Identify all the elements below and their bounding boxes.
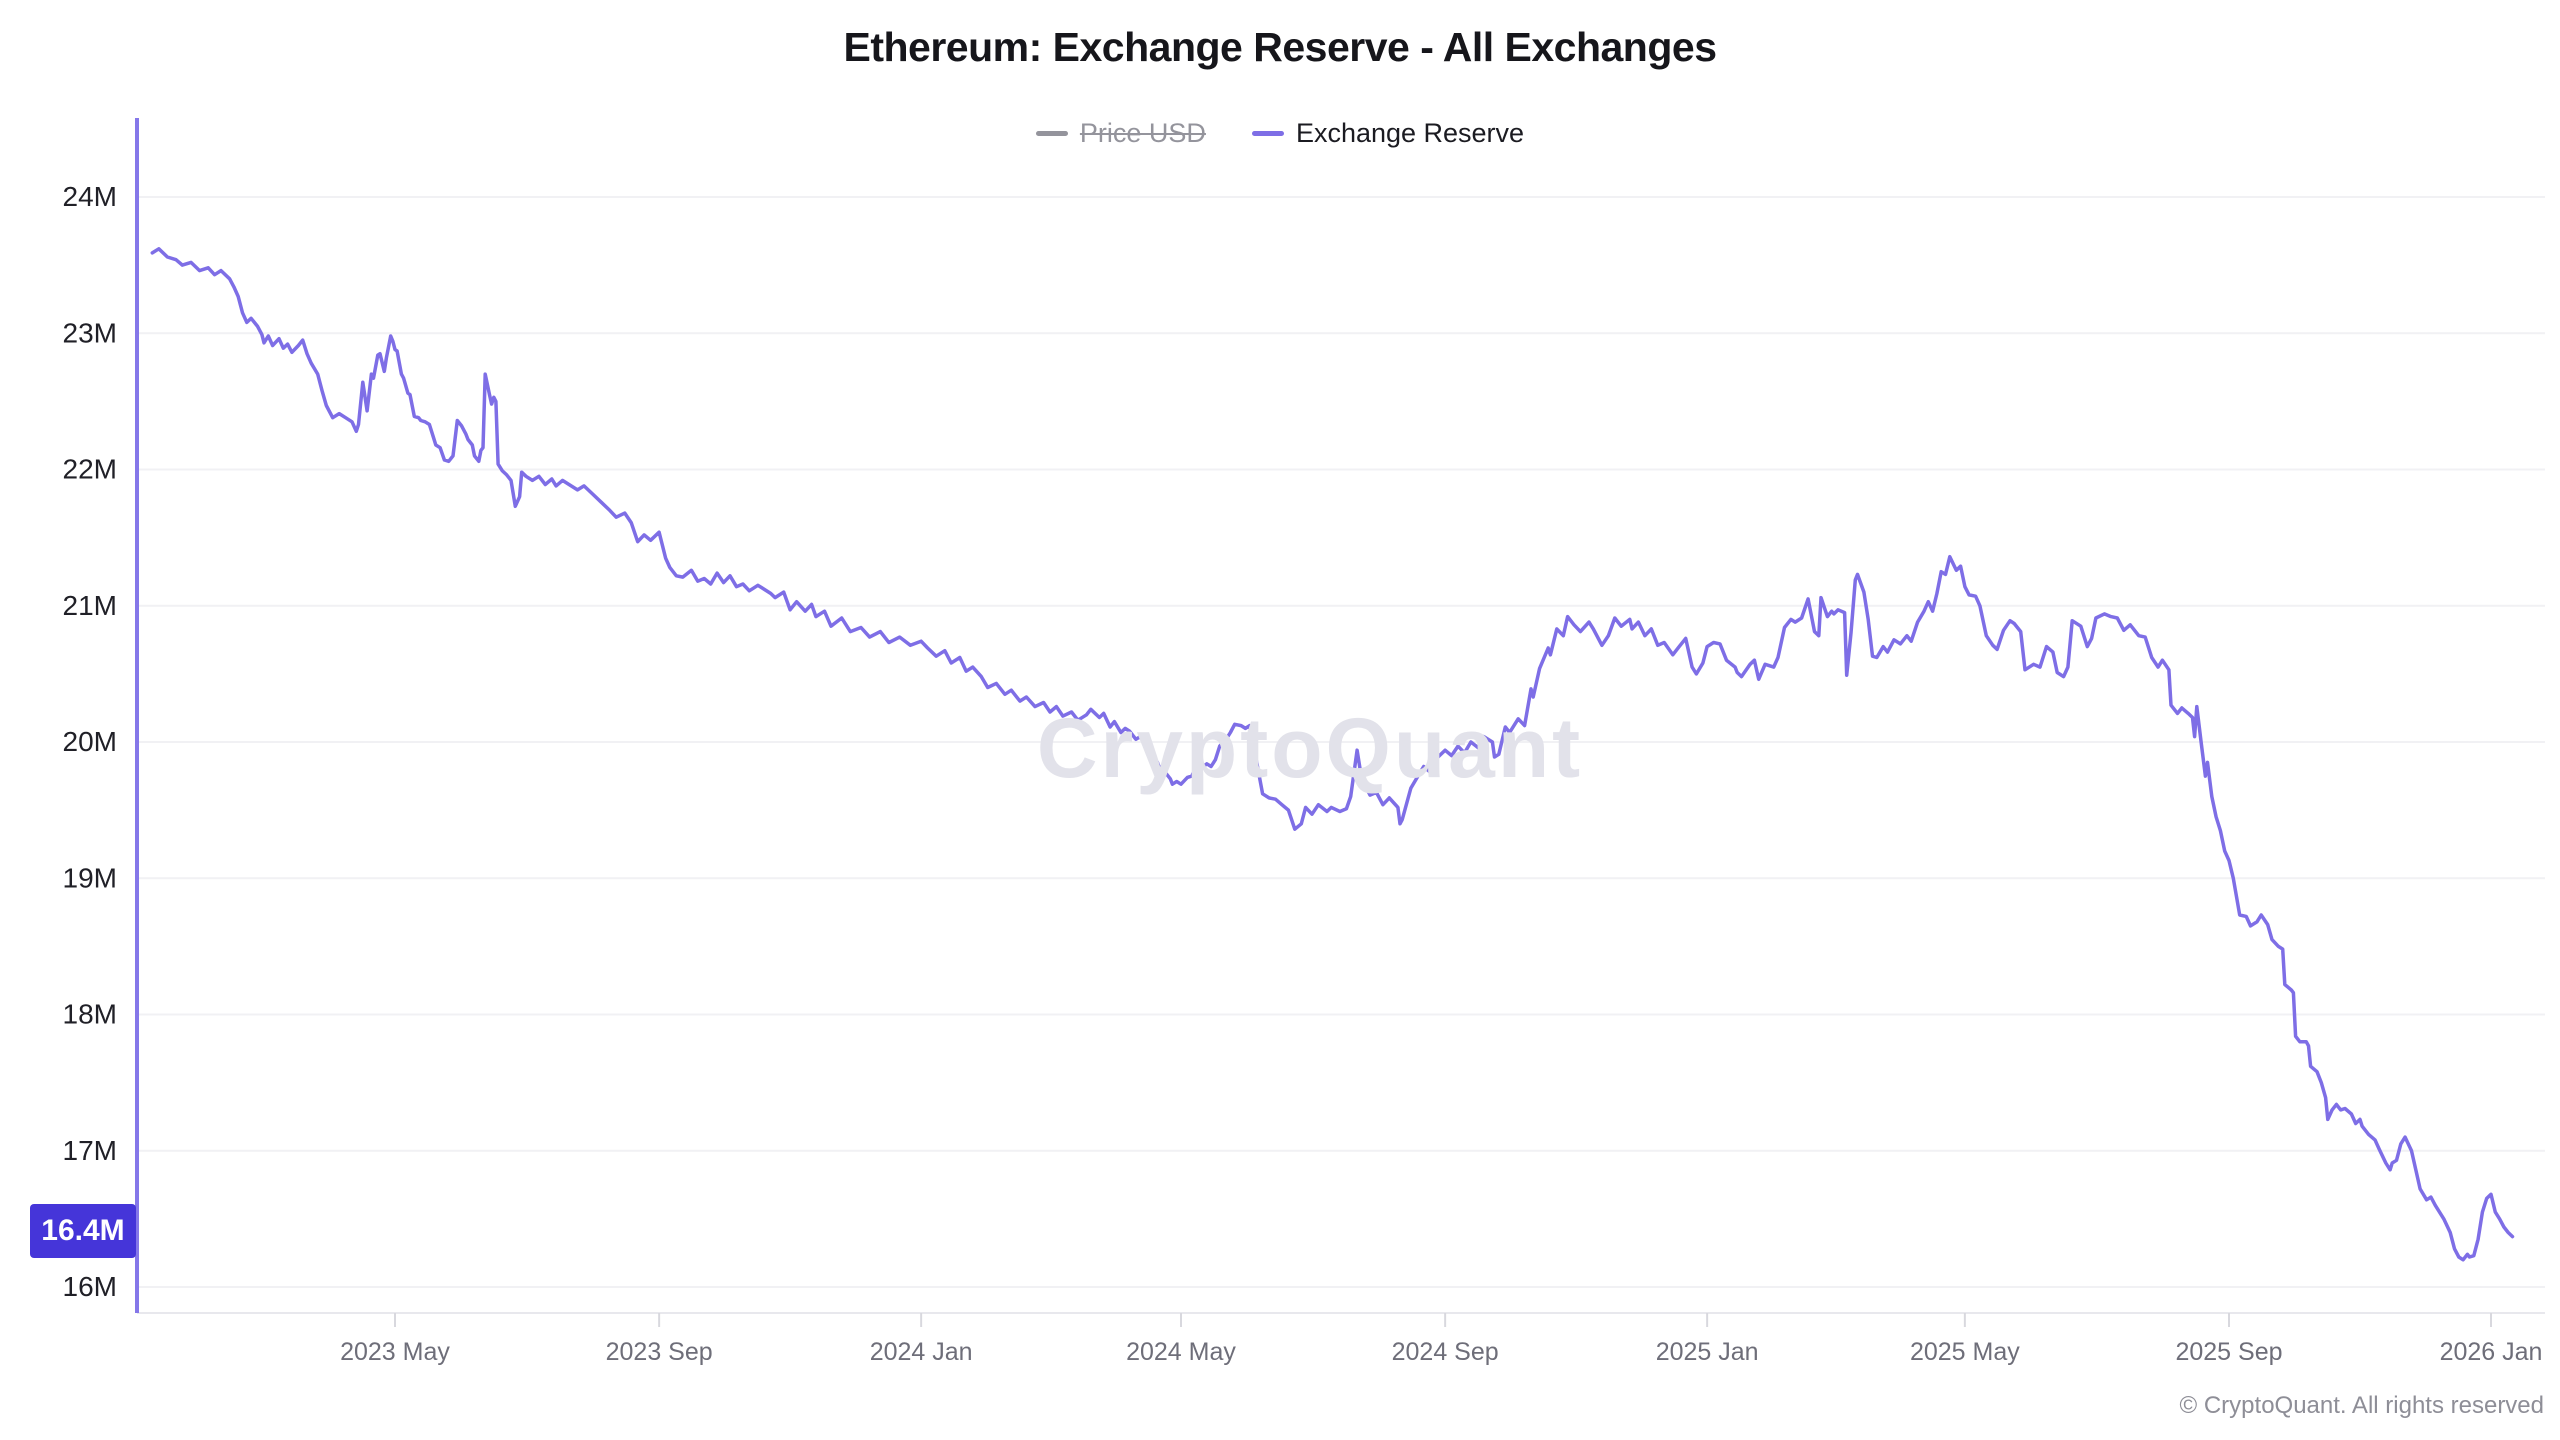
legend-item-price-usd[interactable]: Price USD <box>1035 118 1206 149</box>
exchange-reserve-series-line <box>150 247 2515 1262</box>
current-value-badge: 16.4M <box>30 1204 136 1258</box>
y-axis-label: 19M <box>63 862 117 893</box>
y-axis-label: 20M <box>63 726 117 757</box>
y-axis-label: 21M <box>63 590 117 621</box>
x-axis-label: 2025 May <box>1910 1338 2020 1366</box>
y-axis-label: 23M <box>63 317 117 348</box>
x-axis-label: 2024 May <box>1126 1338 1236 1366</box>
x-axis-label: 2024 Jan <box>870 1338 973 1366</box>
x-axis-label: 2025 Jan <box>1656 1338 1759 1366</box>
price-usd-line-swatch-icon <box>1035 131 1068 136</box>
x-axis-label: 2024 Sep <box>1392 1338 1499 1366</box>
legend-label-price-usd: Price USD <box>1079 118 1206 148</box>
y-axis-label: 22M <box>63 454 117 485</box>
x-axis-label: 2025 Sep <box>2175 1338 2282 1366</box>
exchange-reserve-line-swatch-icon <box>1251 131 1284 136</box>
legend-label-exchange-reserve: Exchange Reserve <box>1295 118 1525 148</box>
y-axis-label: 18M <box>63 999 117 1030</box>
y-axis-label: 24M <box>63 181 117 212</box>
chart-legend: Price USD Exchange Reserve <box>0 118 2560 149</box>
y-axis-label: 17M <box>63 1135 117 1166</box>
y-axis-label: 16M <box>63 1271 117 1302</box>
chart-title: Ethereum: Exchange Reserve - All Exchang… <box>843 24 1718 70</box>
x-axis-label: 2026 Jan <box>2440 1338 2543 1366</box>
x-axis-label: 2023 Sep <box>606 1338 713 1366</box>
x-axis-label: 2023 May <box>340 1338 450 1366</box>
copyright-notice: © CryptoQuant. All rights reserved <box>2179 1392 2545 1419</box>
legend-item-exchange-reserve[interactable]: Exchange Reserve <box>1251 118 1525 149</box>
